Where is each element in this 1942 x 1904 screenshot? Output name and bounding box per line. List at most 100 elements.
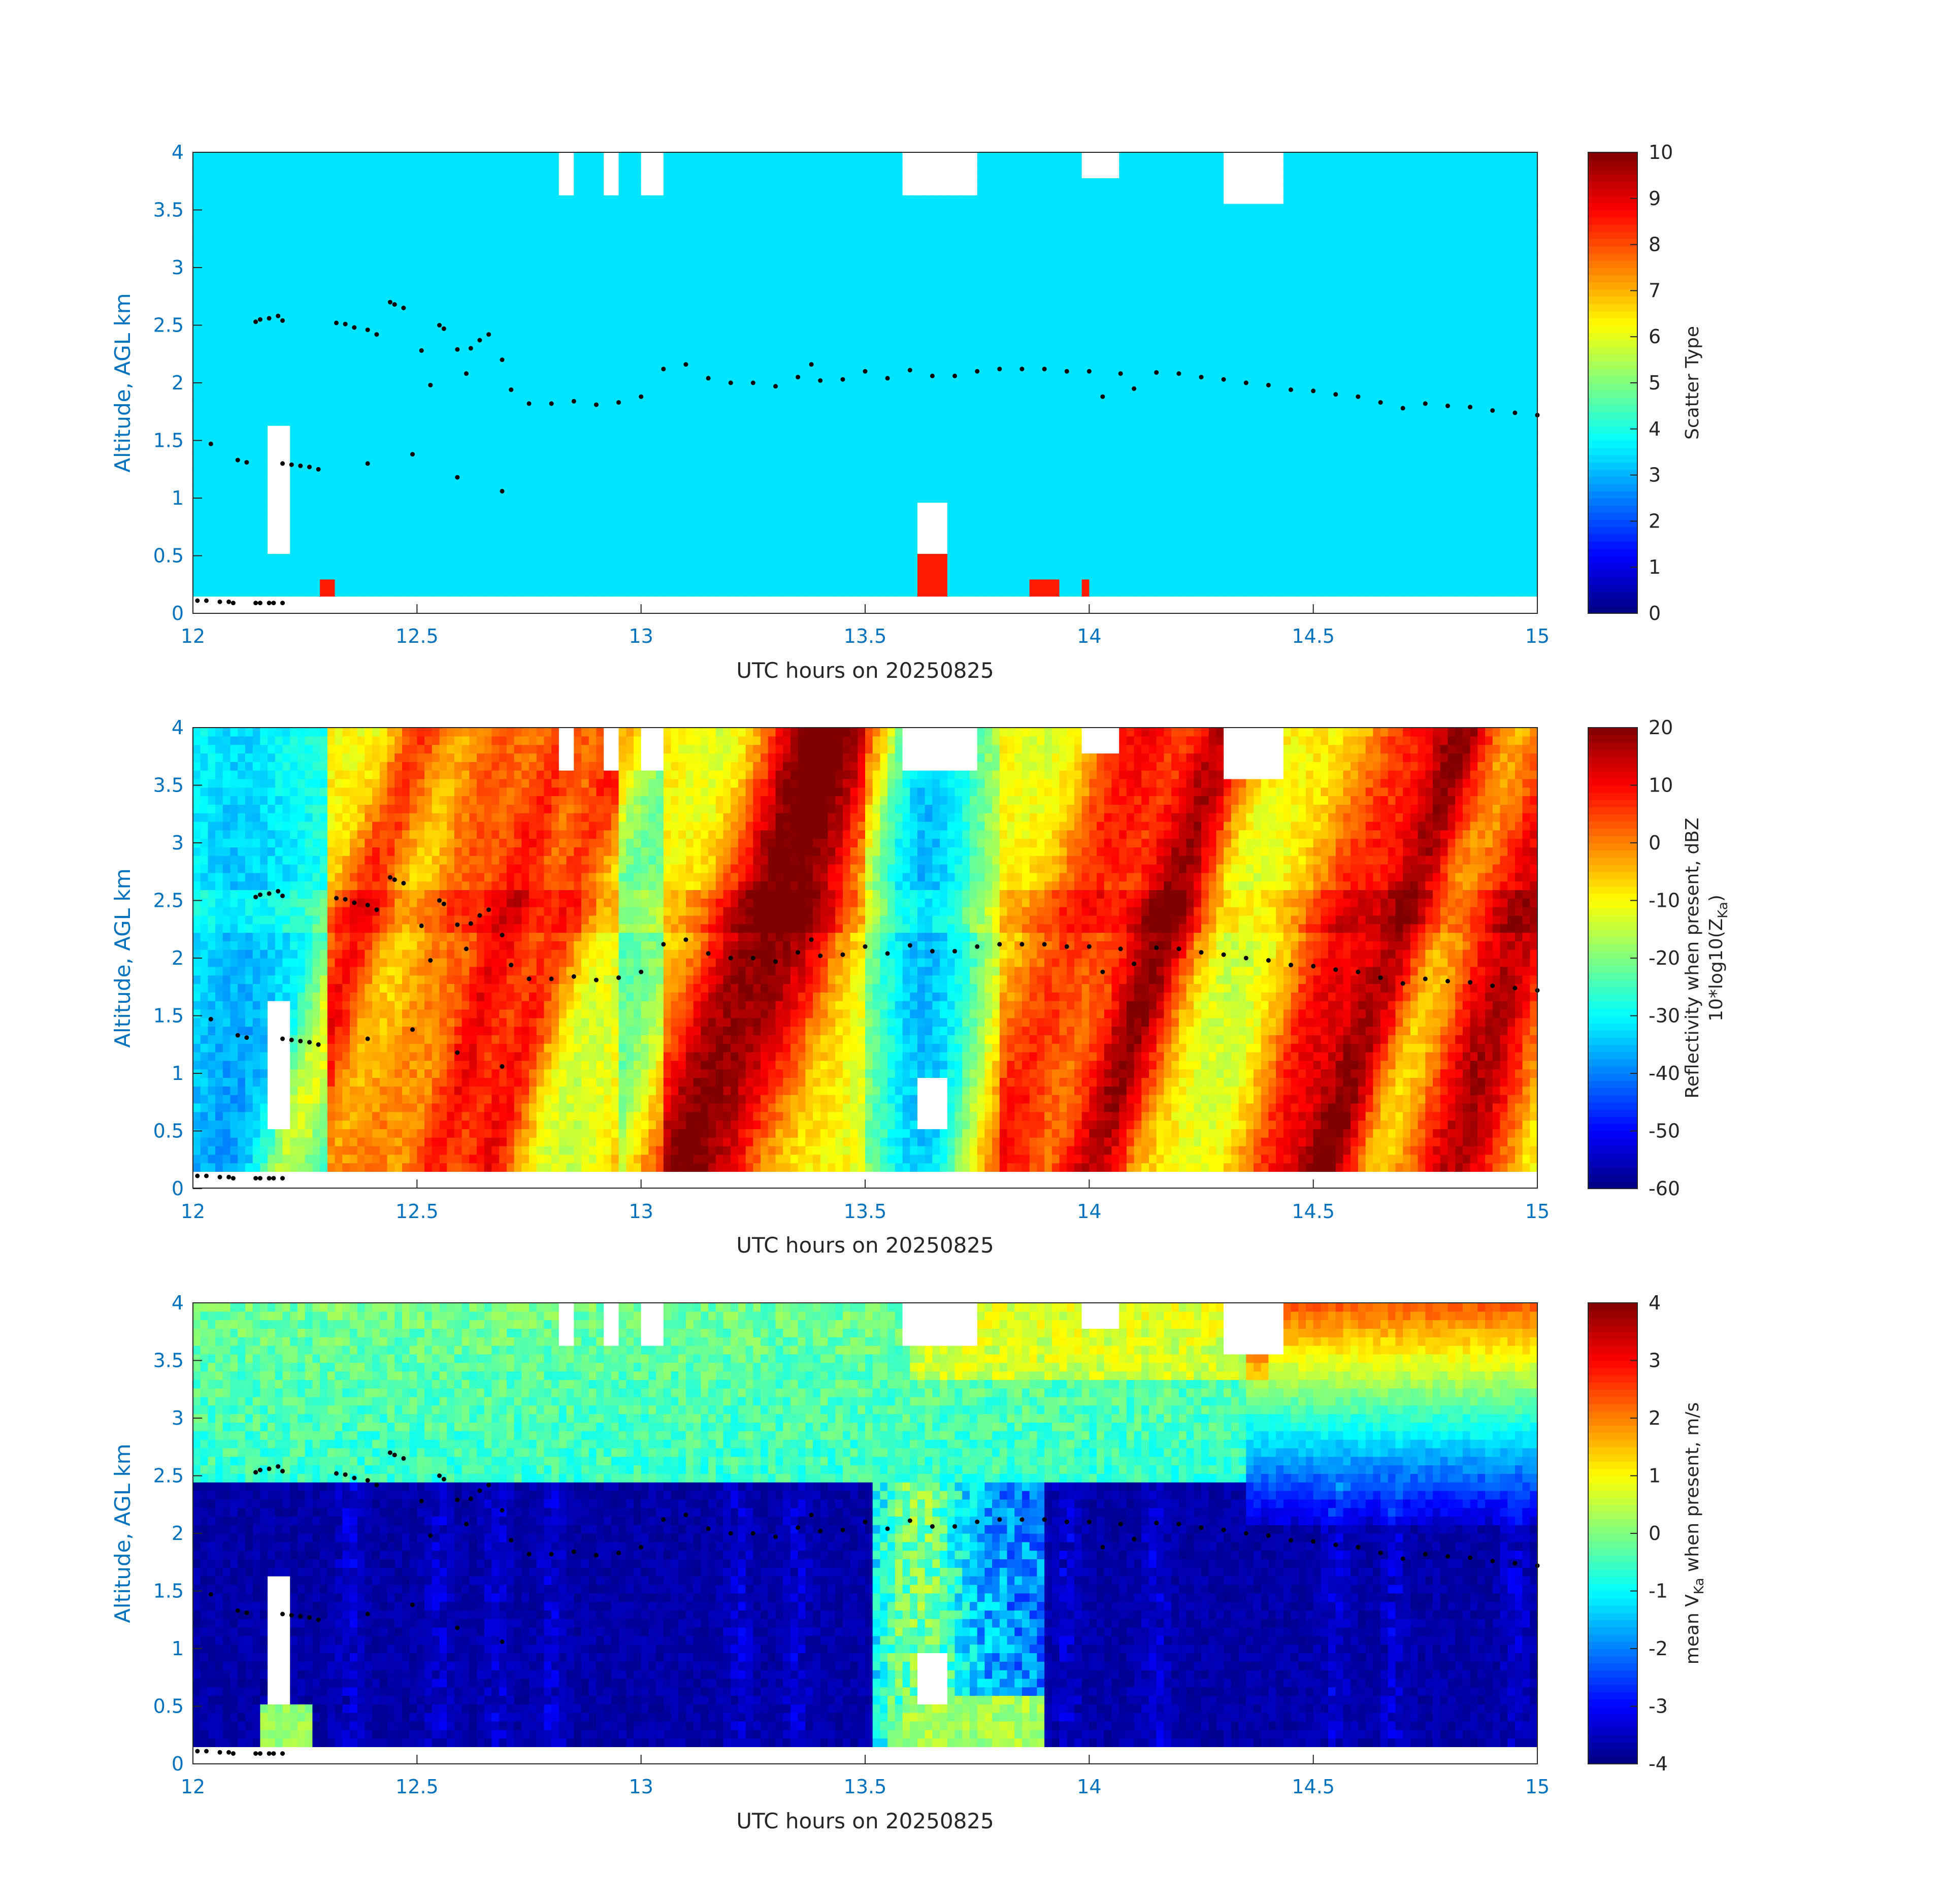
heatmap-cell bbox=[193, 221, 201, 229]
heatmap-cell bbox=[417, 553, 424, 562]
heatmap-cell bbox=[775, 511, 783, 519]
heatmap-cell bbox=[394, 340, 402, 349]
heatmap-cell bbox=[761, 502, 768, 511]
heatmap-cell bbox=[574, 289, 581, 298]
heatmap-cell bbox=[491, 280, 499, 289]
heatmap-cell bbox=[410, 349, 417, 357]
heatmap-cell bbox=[664, 468, 671, 477]
heatmap-cell bbox=[589, 434, 597, 443]
heatmap-cell bbox=[843, 519, 850, 528]
heatmap-cell bbox=[275, 502, 283, 511]
heatmap-cell bbox=[335, 468, 343, 477]
heatmap-cell bbox=[529, 425, 537, 434]
heatmap-cell bbox=[417, 204, 424, 212]
heatmap-cell bbox=[410, 537, 417, 545]
heatmap-cell bbox=[544, 306, 551, 315]
heatmap-cell bbox=[507, 494, 514, 503]
heatmap-cell bbox=[753, 400, 761, 409]
heatmap-cell bbox=[327, 306, 335, 315]
heatmap-cell bbox=[604, 366, 611, 374]
heatmap-cell bbox=[477, 195, 484, 204]
heatmap-cell bbox=[231, 477, 238, 485]
heatmap-cell bbox=[656, 264, 664, 272]
heatmap-cell bbox=[567, 212, 574, 221]
heatmap-cell bbox=[567, 451, 574, 460]
heatmap-cell bbox=[357, 340, 365, 349]
heatmap-cell bbox=[634, 332, 641, 340]
heatmap-cell bbox=[820, 408, 828, 417]
heatmap-cell bbox=[357, 434, 365, 443]
heatmap-cell bbox=[738, 468, 746, 477]
heatmap-cell bbox=[298, 246, 305, 255]
heatmap-cell bbox=[551, 306, 559, 315]
heatmap-cell bbox=[694, 204, 701, 212]
heatmap-cell bbox=[312, 349, 320, 357]
heatmap-cell bbox=[678, 408, 686, 417]
heatmap-cell bbox=[551, 152, 559, 161]
heatmap-cell bbox=[791, 494, 798, 503]
heatmap-cell bbox=[439, 204, 447, 212]
heatmap-cell bbox=[447, 340, 454, 349]
heatmap-cell bbox=[574, 528, 581, 537]
heatmap-cell bbox=[380, 443, 387, 451]
heatmap-cell bbox=[529, 511, 537, 519]
heatmap-cell bbox=[208, 605, 215, 613]
heatmap-cell bbox=[835, 186, 843, 195]
heatmap-cell bbox=[619, 485, 627, 494]
heatmap-cell bbox=[320, 349, 327, 357]
heatmap-cell bbox=[268, 391, 275, 400]
heatmap-cell bbox=[678, 289, 686, 298]
heatmap-cell bbox=[462, 212, 470, 221]
heatmap-cell bbox=[335, 391, 343, 400]
heatmap-cell bbox=[835, 443, 843, 451]
heatmap-cell bbox=[686, 459, 694, 468]
heatmap-cell bbox=[320, 357, 327, 366]
heatmap-cell bbox=[843, 298, 850, 306]
heatmap-cell bbox=[245, 229, 253, 238]
heatmap-cell bbox=[223, 170, 231, 178]
heatmap-cell bbox=[544, 605, 551, 613]
heatmap-cell bbox=[193, 443, 201, 451]
heatmap-cell bbox=[551, 264, 559, 272]
heatmap-cell bbox=[753, 195, 761, 204]
heatmap-cell bbox=[537, 434, 544, 443]
heatmap-cell bbox=[843, 238, 850, 246]
heatmap-cell bbox=[596, 502, 604, 511]
heatmap-cell bbox=[686, 502, 694, 511]
heatmap-cell bbox=[394, 511, 402, 519]
heatmap-cell bbox=[738, 195, 746, 204]
heatmap-cell bbox=[723, 571, 731, 579]
heatmap-cell bbox=[238, 238, 245, 246]
heatmap-cell bbox=[499, 434, 507, 443]
heatmap-cell bbox=[231, 357, 238, 366]
heatmap-cell bbox=[694, 391, 701, 400]
heatmap-cell bbox=[611, 519, 619, 528]
heatmap-cell bbox=[634, 161, 641, 170]
heatmap-cell bbox=[746, 314, 753, 323]
heatmap-cell bbox=[596, 588, 604, 597]
heatmap-cell bbox=[828, 374, 835, 383]
heatmap-cell bbox=[738, 596, 746, 605]
heatmap-cell bbox=[850, 340, 858, 349]
heatmap-cell bbox=[454, 588, 462, 597]
heatmap-cell bbox=[798, 477, 806, 485]
heatmap-cell bbox=[357, 195, 365, 204]
heatmap-cell bbox=[275, 391, 283, 400]
heatmap-cell bbox=[738, 571, 746, 579]
heatmap-cell bbox=[439, 229, 447, 238]
heatmap-cell bbox=[514, 186, 522, 195]
heatmap-cell bbox=[708, 553, 716, 562]
heatmap-cell bbox=[656, 280, 664, 289]
heatmap-cell bbox=[708, 152, 716, 161]
heatmap-cell bbox=[484, 391, 492, 400]
heatmap-cell bbox=[559, 511, 567, 519]
heatmap-cell bbox=[604, 545, 611, 553]
heatmap-cell bbox=[260, 280, 268, 289]
heatmap-cell bbox=[447, 306, 454, 315]
heatmap-cell bbox=[402, 443, 410, 451]
heatmap-cell bbox=[529, 204, 537, 212]
heatmap-cell bbox=[835, 383, 843, 391]
heatmap-cell bbox=[290, 186, 298, 195]
heatmap-cell bbox=[761, 374, 768, 383]
heatmap-cell bbox=[477, 306, 484, 315]
